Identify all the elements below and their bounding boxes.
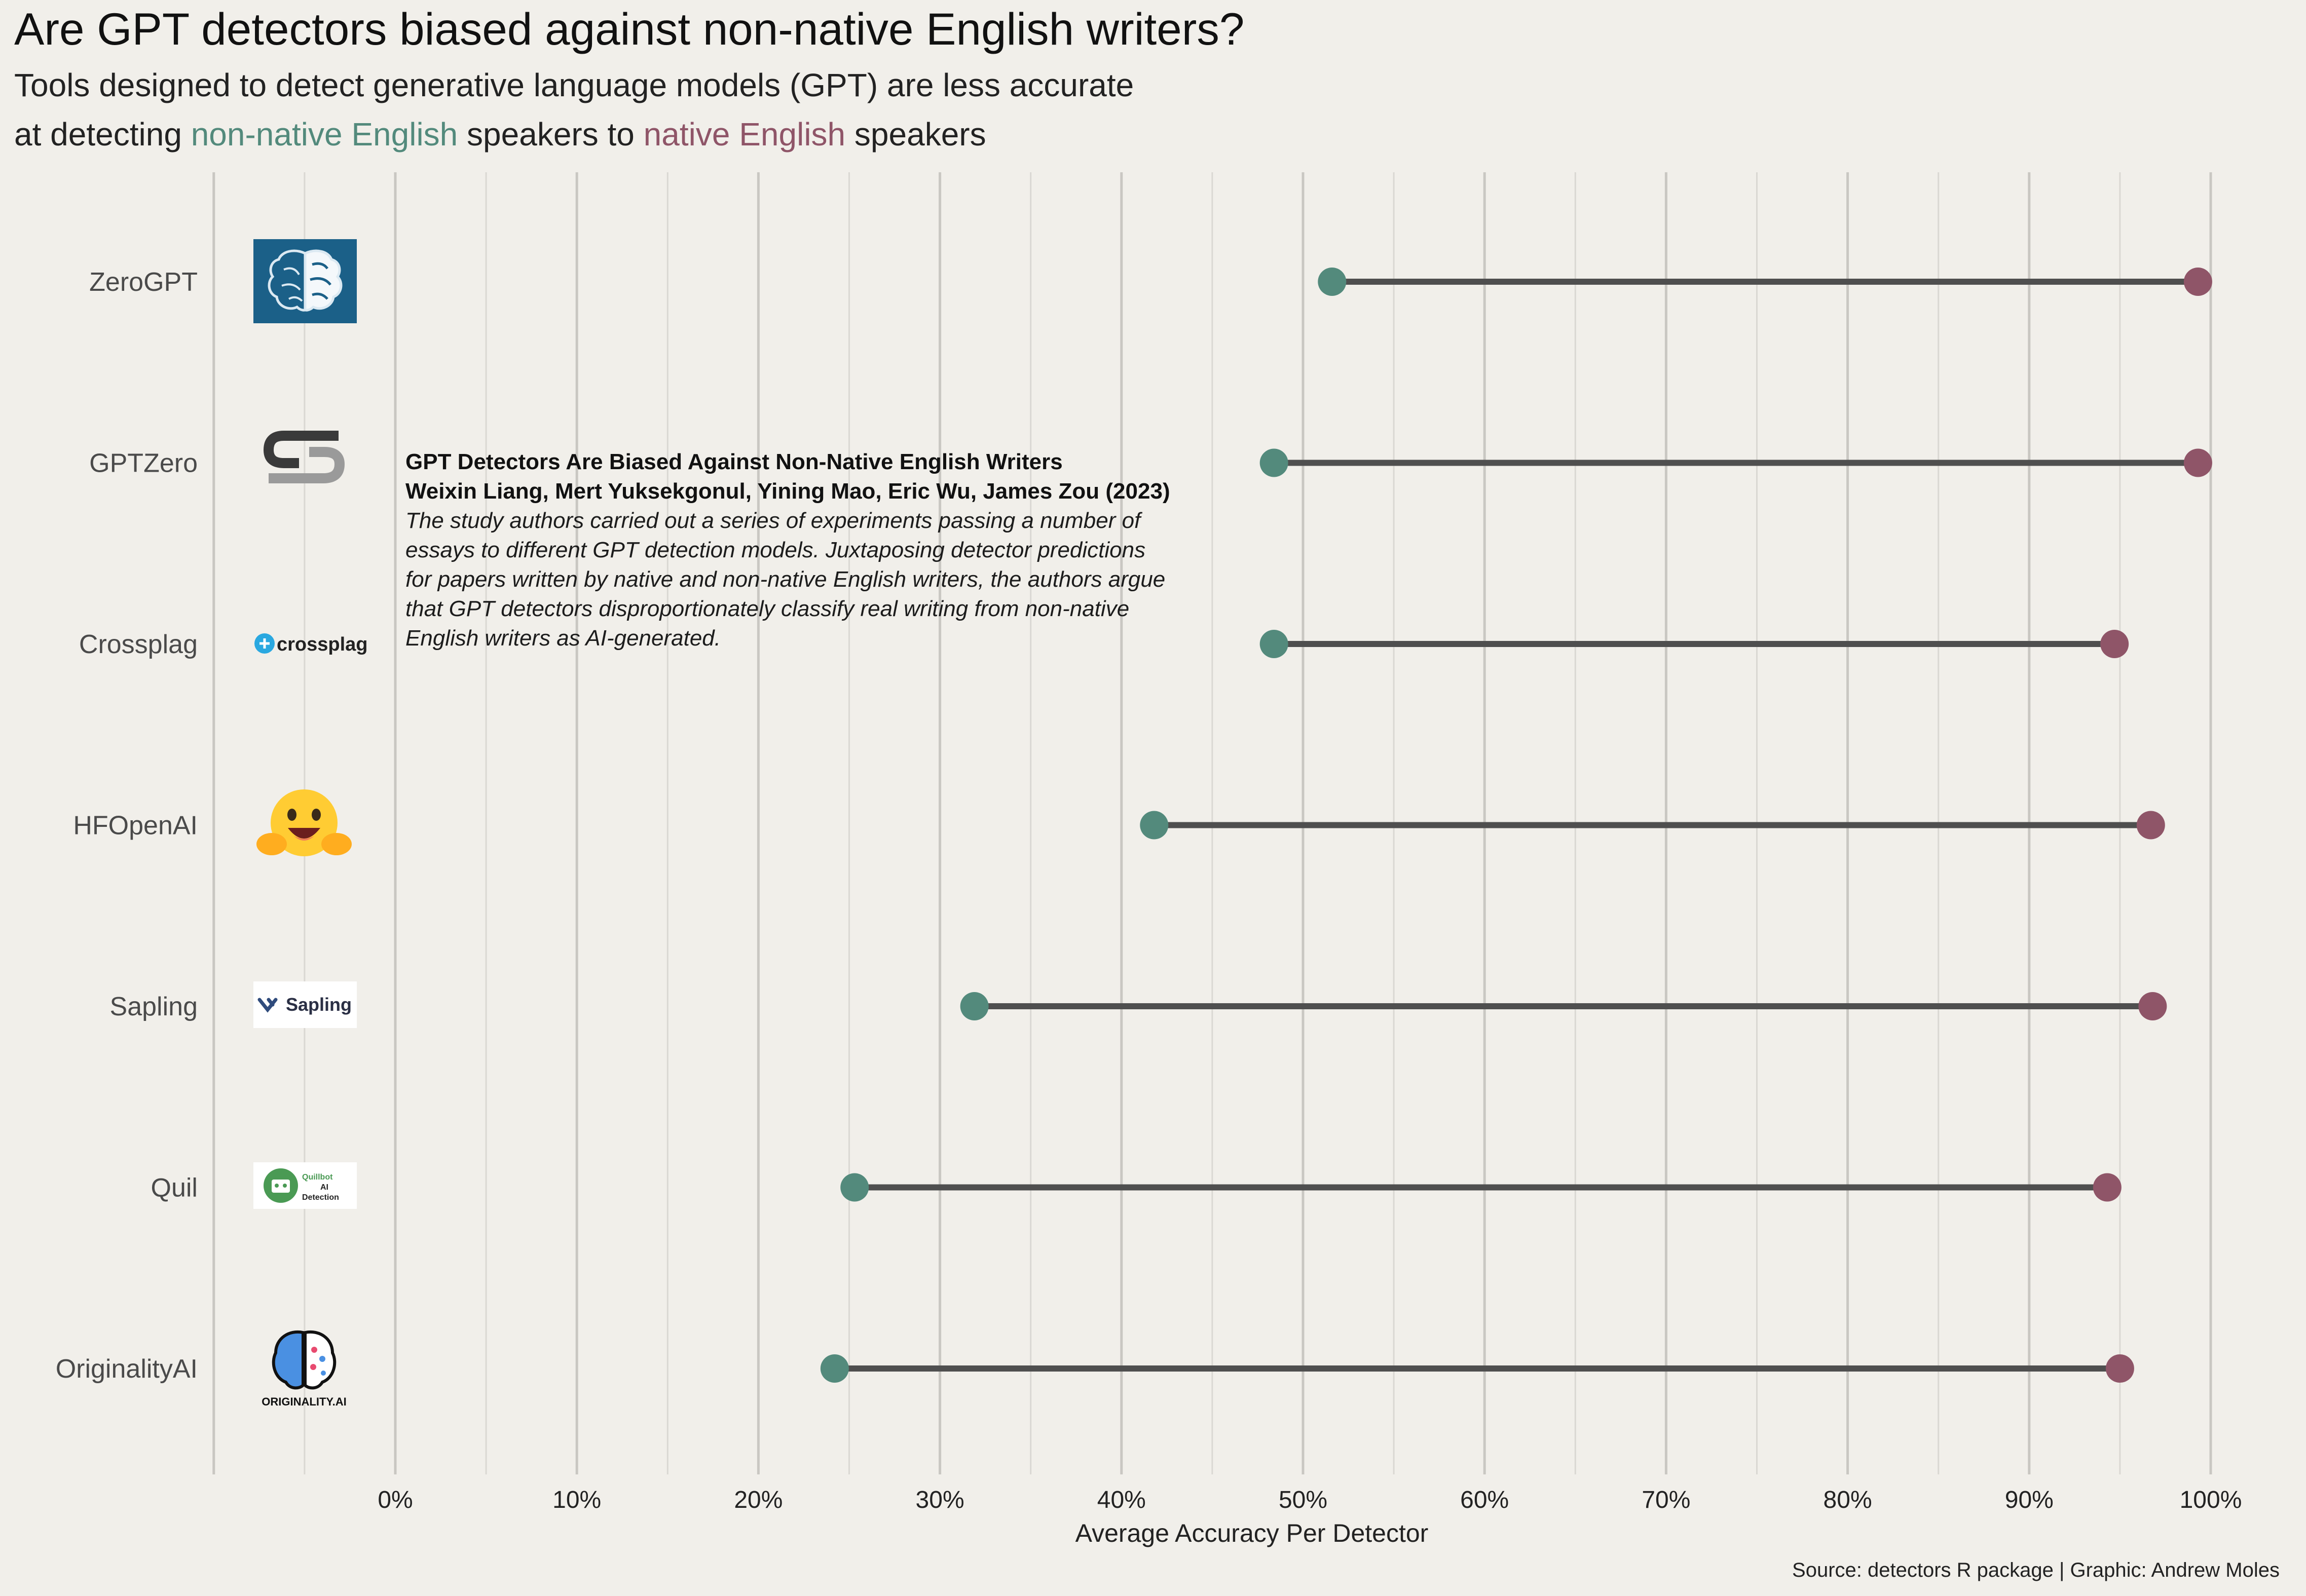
detector-label: OriginalityAI xyxy=(56,1354,198,1384)
detector-label: Crossplag xyxy=(79,630,198,659)
x-tick-labels: 0% 10% 20% 30% 40% 50% 60% 70% 80% 90% 100% xyxy=(378,1487,2242,1513)
x-tick-label: 40% xyxy=(1097,1487,1146,1513)
chart-title: Are GPT detectors biased against non-nat… xyxy=(14,4,1244,54)
point-non-native xyxy=(840,1173,869,1202)
gptzero-logo xyxy=(263,431,345,483)
study-annotation: GPT Detectors Are Biased Against Non-Nat… xyxy=(405,449,1170,651)
detector-label: HFOpenAI xyxy=(73,811,198,841)
detector-label: Quil xyxy=(151,1173,198,1203)
quillbot-logo: Quillbot AI Detection xyxy=(253,1162,357,1209)
x-tick-label: 20% xyxy=(734,1487,783,1513)
sapling-logo-text: Sapling xyxy=(286,994,352,1015)
quillbot-logo-text: Quillbot xyxy=(302,1173,333,1182)
subtitle-text: speakers to xyxy=(467,116,644,153)
x-tick-label: 0% xyxy=(378,1487,413,1513)
annotation-body-line: for papers written by native and non-nat… xyxy=(405,567,1165,592)
chart-subtitle-line1: Tools designed to detect generative lang… xyxy=(14,67,1134,103)
detector-labels: ZeroGPT GPTZero Crossplag HFOpenAI Sapling Qu… xyxy=(56,268,198,1384)
point-native xyxy=(2105,1354,2134,1383)
zerogpt-brain-logo xyxy=(253,239,357,323)
legend-native: native English xyxy=(644,116,845,153)
point-native xyxy=(2093,1173,2122,1202)
annotation-body-line: that GPT detectors disproportionately cl… xyxy=(405,596,1129,621)
annotation-authors: Weixin Liang, Mert Yuksekgonul, Yining M… xyxy=(405,479,1170,504)
x-tick-label: 80% xyxy=(1824,1487,1872,1513)
annotation-heading: GPT Detectors Are Biased Against Non-Nat… xyxy=(405,449,1063,474)
crossplag-logo-text: crossplag xyxy=(277,634,368,655)
subtitle-text: at detecting xyxy=(14,116,191,153)
point-native xyxy=(2183,448,2212,477)
x-tick-label: 90% xyxy=(2005,1487,2054,1513)
hugging-face-emoji-logo xyxy=(256,789,352,856)
point-non-native xyxy=(820,1354,849,1383)
x-tick-label: 50% xyxy=(1279,1487,1327,1513)
point-native xyxy=(2138,992,2167,1020)
point-non-native xyxy=(960,992,989,1020)
point-non-native xyxy=(1140,811,1169,840)
point-non-native xyxy=(1259,630,1288,658)
detector-logos: crossplag Sapling Quillbot AI xyxy=(253,239,368,1408)
annotation-body-line: The study authors carried out a series o… xyxy=(405,508,1143,533)
source-caption: Source: detectors R package | Graphic: A… xyxy=(1792,1559,2280,1581)
subtitle-text: speakers xyxy=(854,116,986,153)
detector-label: Sapling xyxy=(110,992,198,1021)
x-tick-label: 100% xyxy=(2180,1487,2242,1513)
point-native xyxy=(2100,630,2129,658)
annotation-body-line: essays to different GPT detection models… xyxy=(405,538,1145,562)
x-tick-label: 30% xyxy=(916,1487,964,1513)
crossplag-logo: crossplag xyxy=(254,633,368,655)
x-tick-label: 70% xyxy=(1642,1487,1690,1513)
annotation-body-line: English writers as AI-generated. xyxy=(405,626,721,651)
chart-subtitle-line2: at detecting non-native English speakers… xyxy=(14,116,986,153)
legend-non-native: non-native English xyxy=(191,116,458,153)
x-tick-label: 60% xyxy=(1460,1487,1509,1513)
x-tick-label: 10% xyxy=(552,1487,601,1513)
sapling-logo: Sapling xyxy=(253,981,357,1028)
detector-label: GPTZero xyxy=(89,449,198,478)
quillbot-logo-text: Detection xyxy=(302,1193,339,1202)
point-native xyxy=(2183,268,2212,296)
originality-ai-logo-text: ORIGINALITY.AI xyxy=(262,1395,346,1408)
point-non-native xyxy=(1318,268,1347,296)
quillbot-logo-text: AI xyxy=(320,1183,328,1192)
detector-label: ZeroGPT xyxy=(89,268,198,297)
dumbbell-marks xyxy=(820,268,2212,1383)
originality-ai-logo: ORIGINALITY.AI xyxy=(262,1330,347,1408)
x-axis-title: Average Accuracy Per Detector xyxy=(1075,1519,1429,1547)
point-non-native xyxy=(1259,448,1288,477)
point-native xyxy=(2136,811,2165,840)
